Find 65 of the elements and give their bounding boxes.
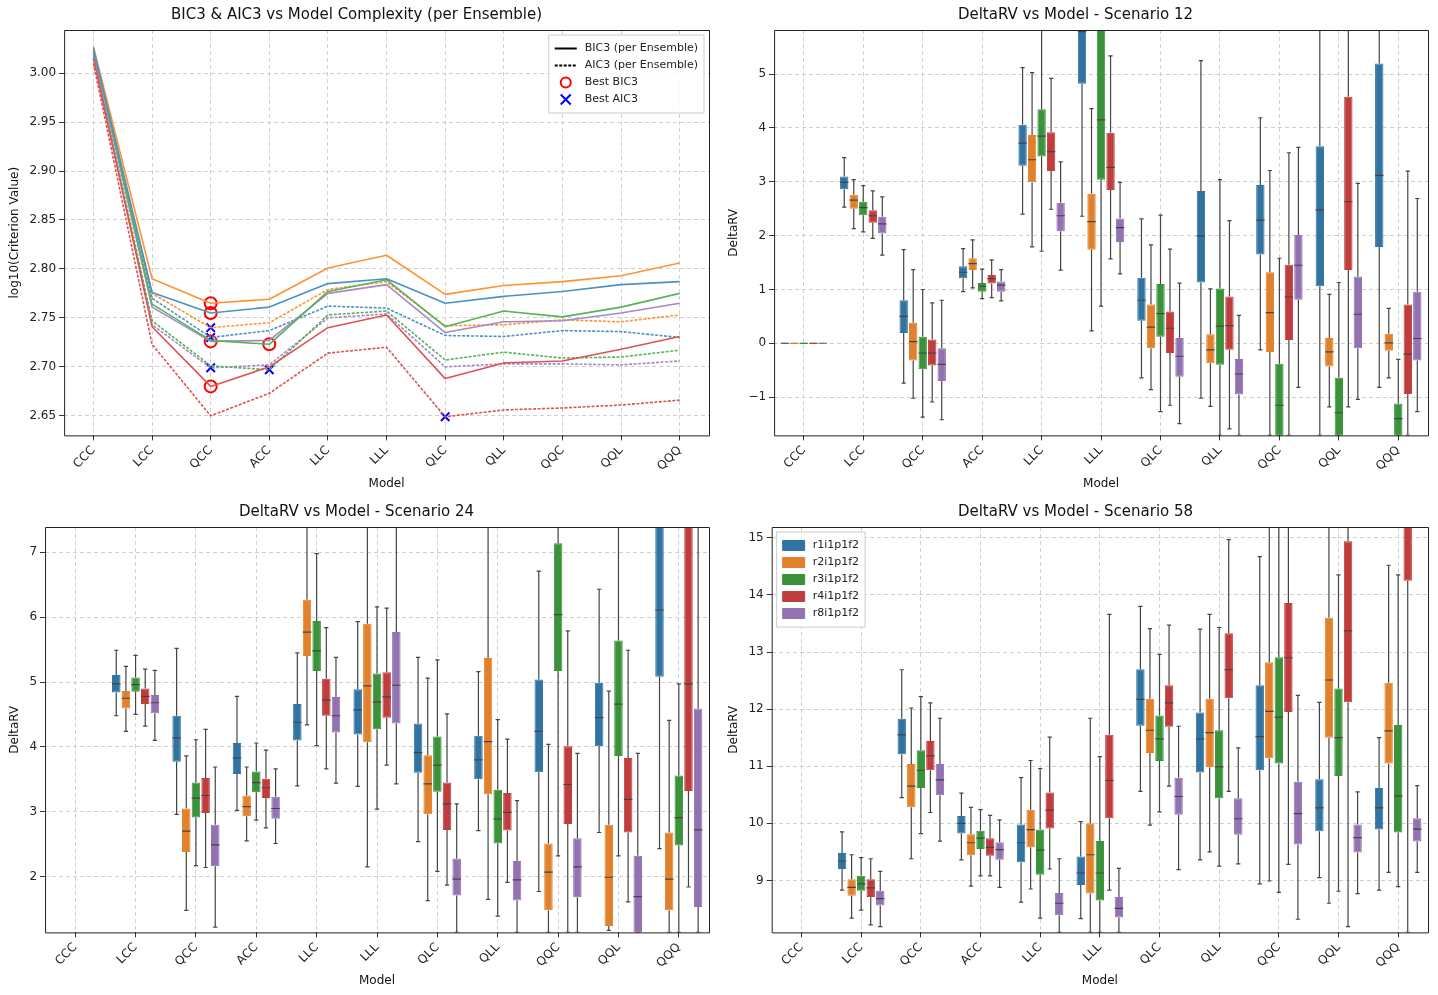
x-tick-label: QQL <box>1314 939 1344 968</box>
x-tick-label: LLC <box>295 939 321 966</box>
x-tick-label: LLL <box>357 939 382 964</box>
y-tick-label: 3 <box>29 803 38 818</box>
x-tick-label: QQL <box>1315 442 1344 471</box>
y-tick-label: 9 <box>756 872 764 887</box>
y-tick-label: 3 <box>758 173 767 188</box>
y-axis-title: DeltaRV <box>7 704 22 754</box>
y-tick-label: 12 <box>748 701 764 716</box>
y-tick-label: 13 <box>748 644 764 659</box>
x-axis-title: Model <box>1081 972 1118 987</box>
x-axis-title: Model <box>368 475 405 490</box>
x-tick-label: LLC <box>306 442 333 469</box>
x-tick-label: LLL <box>366 442 392 467</box>
y-tick-label: 6 <box>29 609 38 624</box>
x-tick-label: QLL <box>1197 939 1224 966</box>
x-tick-label: LLL <box>1080 939 1105 964</box>
y-tick-label: 2.75 <box>29 310 57 324</box>
y-tick-label: 2.65 <box>29 407 57 422</box>
legend-label: r1i1p1f2 <box>812 538 860 552</box>
legend-label: Best AIC3 <box>584 92 639 106</box>
y-tick-label: 2.90 <box>29 163 57 178</box>
x-axis-title: Model <box>1083 475 1120 490</box>
y-tick-label: 0 <box>758 335 767 350</box>
x-tick-label: QQL <box>597 442 626 471</box>
y-tick-label: 2 <box>29 868 38 883</box>
chart-title: DeltaRV vs Model - Scenario 58 <box>957 501 1194 520</box>
y-tick-label: 2.95 <box>29 114 57 129</box>
chart-title: DeltaRV vs Model - Scenario 12 <box>957 4 1194 23</box>
legend-label: r3i1p1f2 <box>812 572 860 586</box>
y-tick-label: 2.70 <box>29 358 57 373</box>
legend-label: r8i1p1f2 <box>812 606 860 620</box>
legend-label: r4i1p1f2 <box>812 589 860 603</box>
x-tick-label: LLL <box>1081 442 1106 467</box>
x-axis-title: Model <box>359 972 396 987</box>
y-tick-label: −1 <box>748 389 767 404</box>
y-tick-label: 5 <box>29 674 38 689</box>
x-tick-label: LLC <box>1020 442 1046 469</box>
x-tick-label: QLL <box>1198 442 1225 469</box>
legend-label: Best BIC3 <box>584 75 639 89</box>
y-tick-label: 15 <box>748 529 764 544</box>
y-tick-label: 2 <box>758 227 767 242</box>
y-axis-title: log10(Criterion Value) <box>7 166 22 299</box>
y-tick-label: 10 <box>748 815 764 830</box>
y-axis-title: DeltaRV <box>726 207 741 257</box>
legend-label: r2i1p1f2 <box>812 555 860 569</box>
y-tick-label: 11 <box>748 758 764 773</box>
y-tick-label: 2.80 <box>29 261 57 276</box>
chart-title: BIC3 & AIC3 vs Model Complexity (per Ensemble) <box>170 4 543 23</box>
y-tick-label: 1 <box>758 281 767 296</box>
y-tick-label: 14 <box>748 587 764 602</box>
chart-title: DeltaRV vs Model - Scenario 24 <box>238 501 475 520</box>
x-tick-label: QLL <box>482 442 509 469</box>
x-tick-label: LLC <box>1019 939 1045 966</box>
legend-label: AIC3 (per Ensemble) <box>584 58 698 72</box>
x-tick-label: QQL <box>594 939 624 968</box>
y-tick-label: 7 <box>29 544 38 559</box>
legend-label: BIC3 (per Ensemble) <box>584 41 699 55</box>
y-tick-label: 3.00 <box>29 65 57 80</box>
y-tick-label: 5 <box>758 66 767 81</box>
y-tick-label: 4 <box>758 120 767 135</box>
y-tick-label: 4 <box>29 739 38 753</box>
x-tick-label: QLL <box>476 939 503 966</box>
y-axis-title: DeltaRV <box>726 704 741 754</box>
y-tick-label: 2.85 <box>29 212 57 227</box>
